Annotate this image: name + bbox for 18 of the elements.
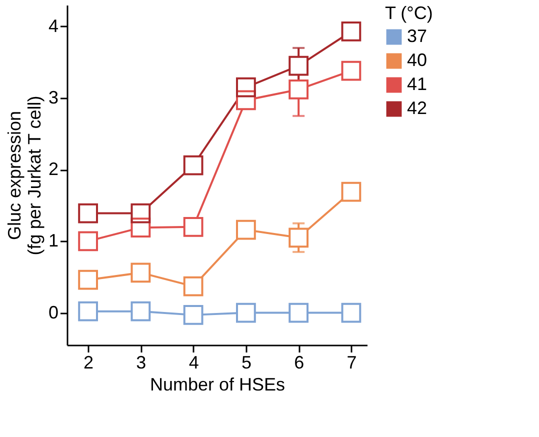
legend-label: 37 <box>407 26 428 46</box>
x-tick-label: 3 <box>136 352 146 372</box>
x-tick-label: 2 <box>84 352 94 372</box>
x-tick-label: 6 <box>294 352 304 372</box>
x-tick-label: 5 <box>241 352 252 372</box>
legend-label: 42 <box>407 98 428 118</box>
y-axis-title: Gluc expression (fg per Jurkat T cell) <box>4 96 44 256</box>
y-tick-label: 4 <box>48 16 58 36</box>
x-tick-label: 4 <box>188 352 199 372</box>
x-tick-label: 7 <box>346 352 357 372</box>
legend-label: 40 <box>407 50 428 70</box>
y-tick-label: 3 <box>48 88 58 108</box>
x-axis-title: Number of HSEs <box>150 374 286 394</box>
y-tick-label: 2 <box>48 159 58 180</box>
y-tick-label: 0 <box>48 302 58 322</box>
y-tick-label: 1 <box>48 230 58 251</box>
legend-title: T (°C) <box>385 3 433 23</box>
legend-label: 41 <box>407 74 428 94</box>
